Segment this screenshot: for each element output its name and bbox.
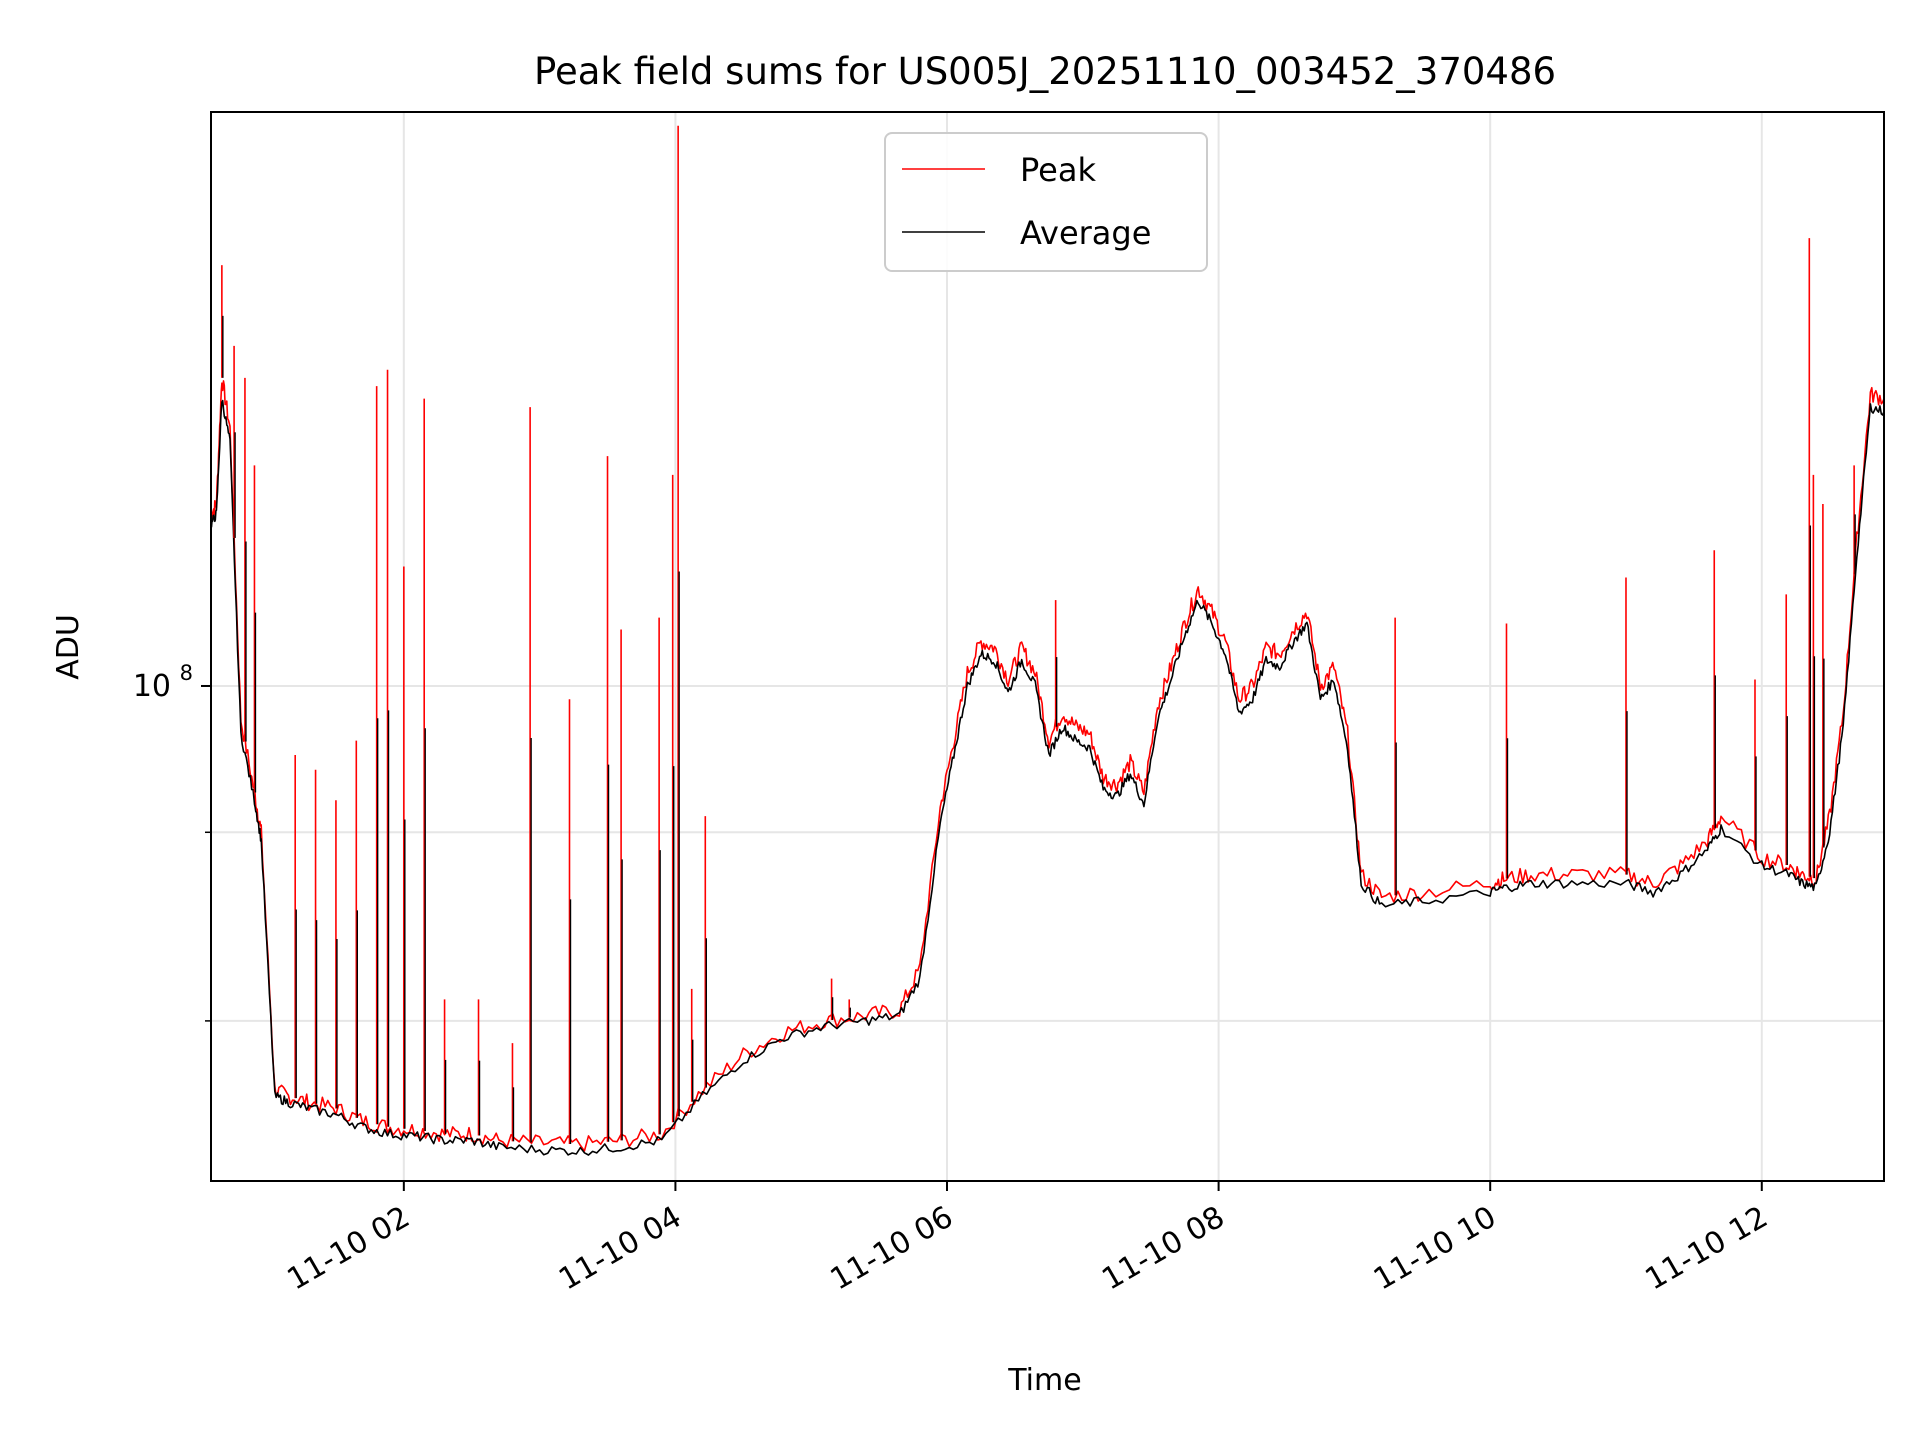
y-axis: 10 8 — [133, 661, 211, 1022]
chart-title: Peak field sums for US005J_20251110_0034… — [534, 50, 1556, 93]
y-tick-label: 10 — [133, 669, 171, 704]
axes-frame — [210, 111, 1885, 1182]
legend-average-label: Average — [1020, 214, 1151, 252]
peak-series-line — [211, 380, 1884, 1152]
legend-box — [884, 132, 1208, 272]
y-axis-label: ADU — [51, 614, 86, 680]
y-tick-label-exponent: 8 — [180, 661, 193, 685]
average-series-line — [211, 399, 1884, 1156]
legend-peak-label: Peak — [1020, 151, 1096, 189]
x-axis-label: Time — [1007, 1363, 1081, 1398]
legend[interactable]: Peak Average — [884, 132, 1208, 272]
plot-area — [211, 125, 1884, 1156]
grid-lines — [211, 112, 1884, 1181]
